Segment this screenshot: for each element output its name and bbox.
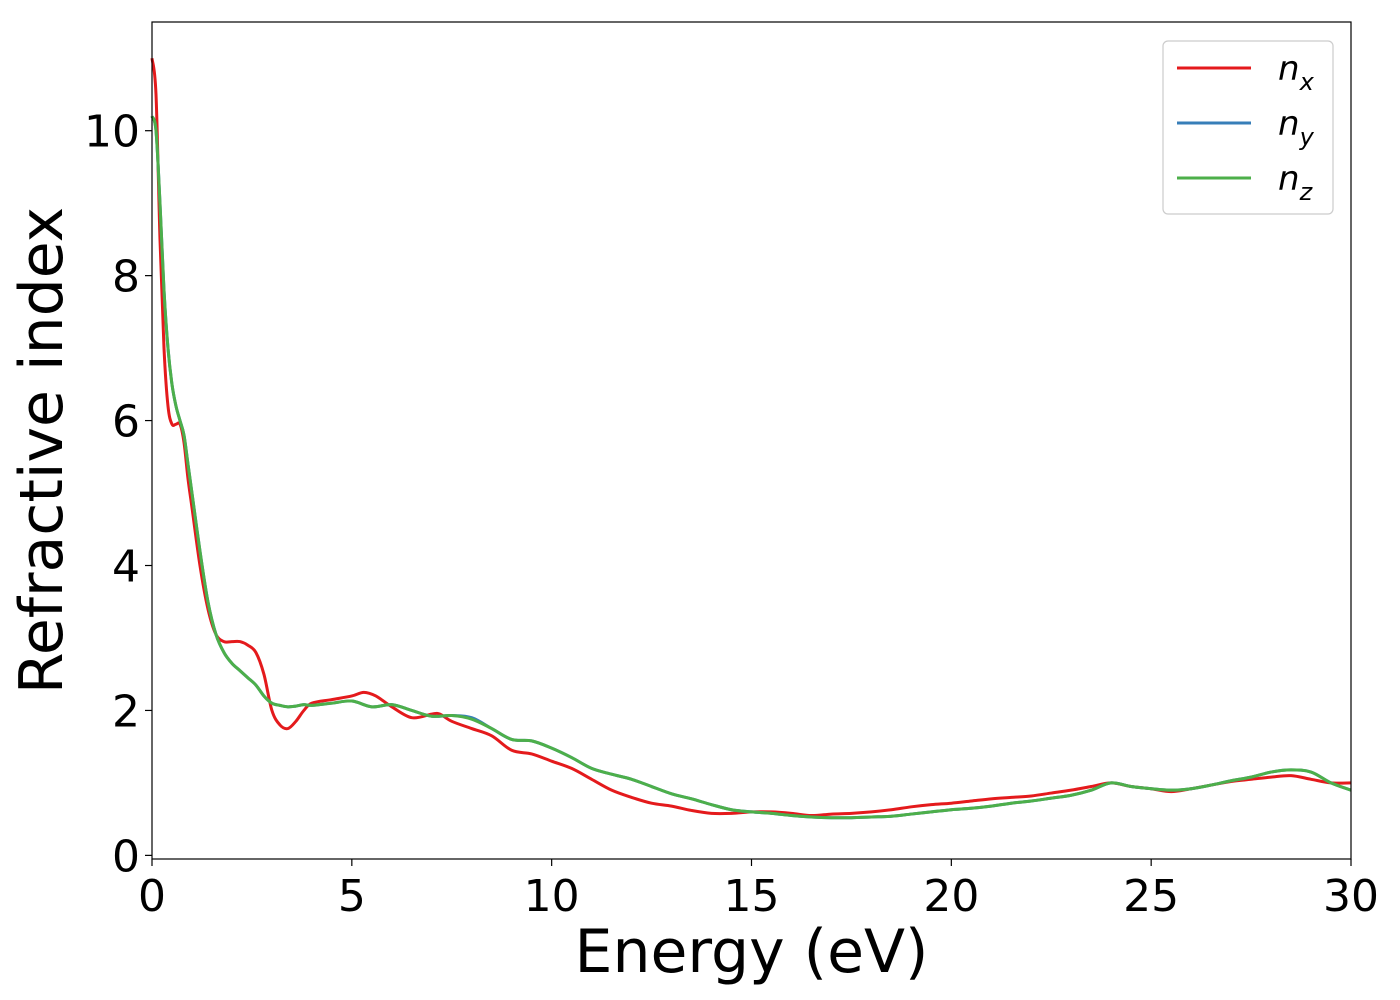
- x-tick-label: 30: [1323, 871, 1379, 922]
- x-tick-label: 10: [524, 871, 580, 922]
- x-tick-label: 5: [338, 871, 366, 922]
- y-tick-label: 2: [112, 686, 140, 737]
- legend-label-subscript: x: [1299, 68, 1315, 96]
- y-tick-label: 0: [112, 831, 140, 882]
- tick-layer: 0 5 10 15 20 25 30 0 2 4 6 8 10: [84, 107, 1379, 922]
- x-axis-title: Energy (eV): [575, 917, 929, 987]
- y-tick-label: 4: [112, 542, 140, 593]
- legend-label-base: n: [1278, 104, 1300, 144]
- legend-label-base: n: [1278, 49, 1300, 89]
- legend-label-nz: nz: [1278, 159, 1314, 206]
- y-tick-label: 10: [84, 107, 140, 158]
- legend-label-subscript: z: [1299, 178, 1314, 206]
- series-line-ny: [150, 115, 1352, 820]
- x-tick-label: 20: [923, 871, 979, 922]
- x-tick-label: 25: [1123, 871, 1179, 922]
- legend-label-ny: ny: [1278, 104, 1315, 151]
- series-layer: [150, 58, 1352, 820]
- series-line-nz: [150, 115, 1352, 820]
- x-tick-label: 15: [724, 871, 780, 922]
- x-tick-label: 0: [138, 871, 166, 922]
- legend-label-subscript: y: [1299, 123, 1315, 151]
- legend-label-nx: nx: [1278, 49, 1315, 96]
- y-tick-label: 6: [112, 397, 140, 448]
- legend-label-base: n: [1278, 159, 1300, 199]
- y-tick-label: 8: [112, 252, 140, 303]
- y-axis-title: Refractive index: [7, 207, 77, 694]
- legend-box: [1162, 40, 1334, 215]
